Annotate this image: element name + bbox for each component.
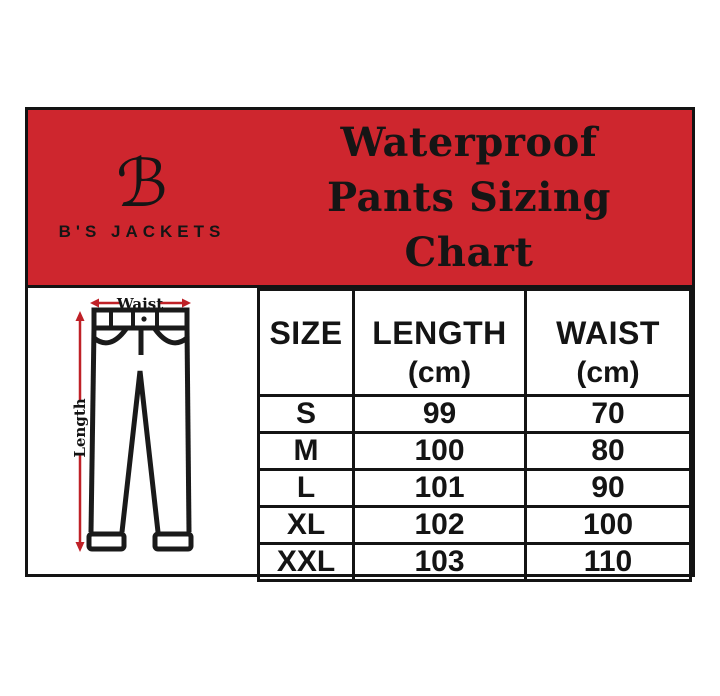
table-row: S 99 70 (257, 394, 692, 434)
size-cell: L (257, 468, 355, 508)
length-label: Length (71, 398, 89, 457)
table-header-row: SIZE LENGTH (cm) WAIST (cm) (257, 288, 692, 397)
waist-cell: 70 (524, 394, 692, 434)
chart-body: Waist Length (28, 288, 692, 582)
brand-name: B'S JACKETS (58, 222, 226, 242)
page-title: Waterproof Pants Sizing Chart (256, 115, 692, 280)
size-cell: M (257, 431, 355, 471)
banner: ℬ B'S JACKETS Waterproof Pants Sizing Ch… (28, 110, 692, 288)
size-cell: S (257, 394, 355, 434)
waist-cell: 100 (524, 505, 692, 545)
length-cell: 100 (352, 431, 527, 471)
length-cell: 102 (352, 505, 527, 545)
size-cell: XXL (257, 542, 355, 582)
col-header-size: SIZE (257, 288, 355, 397)
length-cell: 99 (352, 394, 527, 434)
length-cell: 101 (352, 468, 527, 508)
size-cell: XL (257, 505, 355, 545)
waist-cell: 90 (524, 468, 692, 508)
col-header-waist: WAIST (cm) (524, 288, 692, 397)
length-arrow-icon (75, 311, 85, 552)
length-cell: 103 (352, 542, 527, 582)
table-row: XXL 103 110 (257, 542, 692, 582)
brand-logo: ℬ B'S JACKETS (28, 144, 256, 243)
sizing-table-wrap: SIZE LENGTH (cm) WAIST (cm) (257, 288, 692, 582)
table-row: L 101 90 (257, 468, 692, 508)
waist-cell: 110 (524, 542, 692, 582)
waist-arrow-icon (90, 298, 191, 308)
brand-monogram-icon: ℬ (116, 144, 168, 222)
pants-measurement-diagram: Waist Length (28, 288, 257, 574)
content-box: ℬ B'S JACKETS Waterproof Pants Sizing Ch… (25, 107, 695, 582)
pants-icon (86, 307, 194, 552)
table-row: XL 102 100 (257, 505, 692, 545)
table-row: M 100 80 (257, 431, 692, 471)
pants-diagram-svg: Waist Length (71, 295, 194, 552)
waist-cell: 80 (524, 431, 692, 471)
page-title-line2: Pants Sizing Chart (327, 174, 611, 276)
sizing-table: SIZE LENGTH (cm) WAIST (cm) (257, 288, 692, 582)
col-header-length: LENGTH (cm) (352, 288, 527, 397)
page-title-line1: Waterproof (340, 119, 598, 166)
